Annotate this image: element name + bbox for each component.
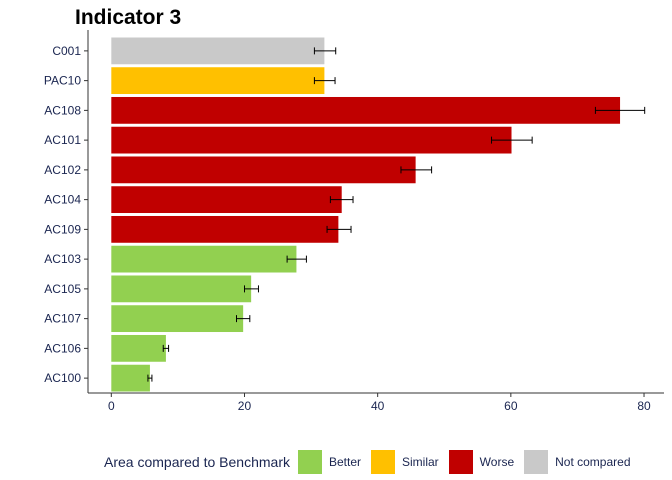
error-bar-ac101 [491,136,533,144]
y-tick-label-ac105: AC105 [44,282,81,296]
legend-item-not-compared: Not compared [524,450,631,474]
legend-swatch-similar [371,450,395,474]
plot-area: C001 PAC10 AC108 AC101 AC102 AC104 AC109 AC103 A… [44,30,664,413]
legend-label-similar: Similar [402,455,439,469]
bar-c001 [111,37,325,65]
bar-ac109 [111,215,339,243]
legend-label-better: Better [328,455,361,469]
chart-title: Indicator 3 [75,6,182,29]
bars-layer [111,37,621,392]
error-bar-pac10 [313,77,336,85]
error-bar-ac108 [594,106,646,114]
bar-ac108 [111,96,621,124]
y-tick-label-ac108: AC108 [44,103,81,117]
bar-ac105 [111,275,252,303]
bar-ac106 [111,334,166,362]
y-tick-label-ac107: AC107 [44,312,81,326]
y-tick-label-ac104: AC104 [44,193,81,207]
legend-item-better: Better [297,450,361,474]
error-bar-ac109 [326,225,352,233]
y-tick-label-ac101: AC101 [44,133,81,147]
legend-swatch-better [297,450,322,474]
legend-label-not-compared: Not compared [555,455,631,469]
bar-ac102 [111,156,416,184]
bar-ac103 [111,245,297,273]
error-bars-layer [147,47,646,382]
legend-swatch-worse [448,450,473,474]
error-bar-ac100 [147,374,153,382]
x-tick-label-20: 20 [238,399,252,413]
error-bar-ac104 [329,196,354,204]
y-tick-label-ac102: AC102 [44,163,81,177]
bar-ac107 [111,305,244,333]
error-bar-ac102 [400,166,433,174]
legend: Area compared to Benchmark Better Simila… [104,449,641,475]
y-tick-label-ac109: AC109 [44,222,81,236]
x-tick-label-60: 60 [504,399,518,413]
error-bar-ac103 [286,255,307,263]
axes-layer: C001 PAC10 AC108 AC101 AC102 AC104 AC109 AC103 A… [44,30,664,413]
y-tick-label-pac10: PAC10 [44,74,81,88]
y-tick-label-ac100: AC100 [44,371,81,385]
legend-item-similar: Similar [371,450,439,474]
legend-title: Area compared to Benchmark [104,454,290,470]
bar-ac100 [111,364,150,392]
error-bar-ac106 [162,344,170,352]
error-bar-ac105 [243,285,259,293]
y-tick-label-c001: C001 [52,44,81,58]
bar-ac101 [111,126,512,154]
bar-ac104 [111,186,342,214]
error-bar-c001 [313,47,337,55]
bar-pac10 [111,67,325,95]
legend-label-worse: Worse [479,455,515,469]
legend-swatch-not-compared [524,450,549,474]
x-tick-label-0: 0 [108,399,115,413]
x-tick-label-80: 80 [637,399,651,413]
error-bar-ac107 [235,315,251,323]
y-tick-label-ac106: AC106 [44,341,81,355]
x-tick-label-40: 40 [371,399,385,413]
legend-item-worse: Worse [448,450,515,474]
y-tick-label-ac103: AC103 [44,252,81,266]
